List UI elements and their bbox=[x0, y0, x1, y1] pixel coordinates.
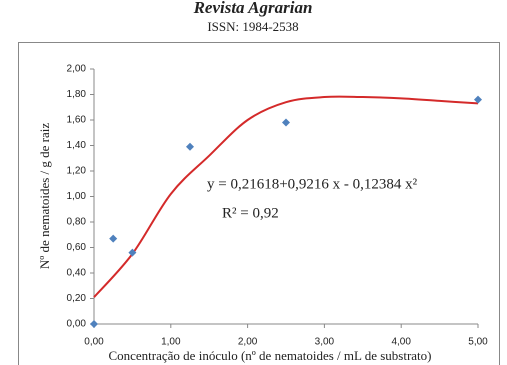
y-tick-label: 1,40 bbox=[67, 140, 87, 151]
x-tick-label: 0,00 bbox=[84, 337, 104, 348]
data-point bbox=[90, 320, 98, 328]
x-tick-label: 5,00 bbox=[468, 337, 488, 348]
x-tick-label: 3,00 bbox=[315, 337, 335, 348]
y-tick-label: 1,80 bbox=[67, 89, 87, 100]
data-point bbox=[109, 234, 118, 243]
equation: y = 0,21618+0,9216 x - 0,12384 x² bbox=[207, 176, 418, 192]
data-point bbox=[282, 118, 290, 127]
data-point bbox=[474, 95, 482, 104]
y-tick-label: 0,60 bbox=[67, 242, 87, 253]
y-tick-label: 1,60 bbox=[67, 115, 87, 126]
y-tick-label: 0,40 bbox=[67, 268, 87, 279]
y-tick-label: 0,00 bbox=[67, 319, 87, 330]
x-tick-label: 1,00 bbox=[161, 337, 181, 348]
x-tick-label: 4,00 bbox=[391, 337, 411, 348]
y-tick-label: 1,20 bbox=[67, 166, 87, 177]
y-tick-label: 2,00 bbox=[67, 64, 87, 75]
x-axis-label: Concentração de inóculo (nº de nematoide… bbox=[108, 348, 431, 363]
journal-title: Revista Agrarian bbox=[193, 0, 313, 17]
y-axis-label: Nº de nematoides / g de raiz bbox=[37, 123, 52, 269]
y-tick-label: 0,80 bbox=[67, 217, 87, 228]
issn: ISSN: 1984-2538 bbox=[207, 19, 298, 34]
data-point bbox=[128, 248, 137, 257]
y-tick-label: 0,20 bbox=[67, 293, 87, 304]
r-squared: R² = 0,92 bbox=[222, 205, 279, 221]
x-tick-label: 2,00 bbox=[238, 337, 258, 348]
data-point bbox=[186, 142, 194, 151]
y-tick-label: 1,00 bbox=[67, 191, 87, 202]
chart-frame bbox=[18, 42, 500, 365]
trend-line bbox=[93, 95, 479, 298]
